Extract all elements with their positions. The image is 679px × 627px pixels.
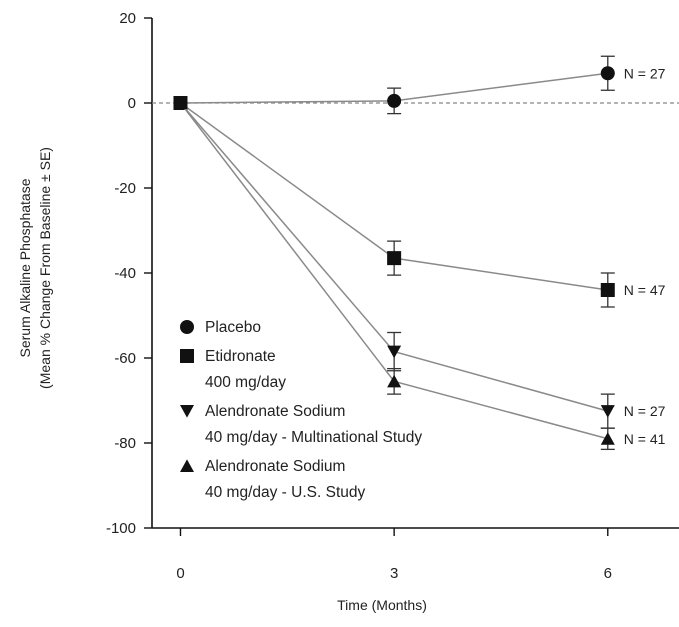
n-label: N = 41 xyxy=(624,431,666,447)
x-tick-label: 6 xyxy=(604,565,612,582)
y-tick-label: -60 xyxy=(114,350,136,367)
data-point-triangle-up xyxy=(173,96,188,109)
y-tick-label: -100 xyxy=(106,520,136,537)
legend-marker-circle xyxy=(180,320,194,334)
data-point-square xyxy=(600,283,615,297)
series-circle: N = 27 xyxy=(173,55,666,115)
y-tick-label: -40 xyxy=(114,265,136,282)
y-tick-label: 20 xyxy=(119,10,136,27)
y-tick-label: -80 xyxy=(114,435,136,452)
data-point-triangle-down xyxy=(600,405,615,418)
legend-marker-triangle-up xyxy=(180,459,194,472)
data-point-triangle-down xyxy=(387,345,402,359)
series-square: N = 47 xyxy=(173,96,666,308)
x-axis-title: Time (Months) xyxy=(337,597,427,613)
data-point-circle xyxy=(387,93,402,108)
y-axis-title-line1: Serum Alkaline Phosphatase xyxy=(17,178,33,357)
n-label: N = 47 xyxy=(624,282,666,298)
legend: Placebo Etidronate 400 mg/day Alendronate S… xyxy=(180,319,422,501)
data-point-circle xyxy=(600,66,615,81)
x-tick-label: 0 xyxy=(176,565,184,582)
data-point-square xyxy=(387,251,402,266)
n-label: N = 27 xyxy=(624,403,666,419)
legend-marker-triangle-down xyxy=(180,405,194,418)
data-point-triangle-up xyxy=(387,374,402,388)
n-label: N = 27 xyxy=(624,65,666,81)
legend-label: 400 mg/day xyxy=(205,374,286,391)
y-axis-title: Serum Alkaline Phosphatase (Mean % Chang… xyxy=(17,147,53,389)
legend-marker-square xyxy=(180,349,194,363)
legend-label: Alendronate Sodium xyxy=(205,458,345,475)
legend-label: Etidronate xyxy=(205,348,276,365)
legend-label: 40 mg/day - U.S. Study xyxy=(205,484,365,501)
legend-label: Alendronate Sodium xyxy=(205,403,345,420)
legend-label: 40 mg/day - Multinational Study xyxy=(205,429,422,446)
x-tick-label: 3 xyxy=(390,565,398,582)
legend-label: Placebo xyxy=(205,319,261,336)
plot-area: 20 0 -20 -40 -60 -80 -100 0 3 6 N = 27 N = 47 N = 27… xyxy=(106,10,679,582)
data-point-triangle-up xyxy=(600,432,615,445)
y-tick-label: -20 xyxy=(114,180,136,197)
y-axis-title-line2: (Mean % Change From Baseline ± SE) xyxy=(37,147,53,389)
series-triangle-down: N = 27 xyxy=(173,97,666,429)
y-tick-label: 0 xyxy=(128,95,136,112)
series-triangle-up: N = 41 xyxy=(173,96,666,451)
